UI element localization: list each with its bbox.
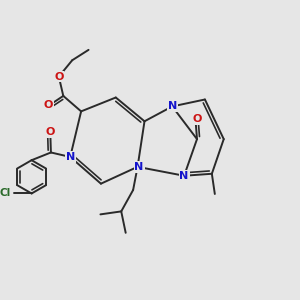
Text: N: N: [179, 171, 189, 181]
Text: O: O: [54, 72, 64, 82]
Text: O: O: [44, 100, 53, 110]
Text: N: N: [134, 162, 144, 172]
Text: N: N: [66, 152, 75, 162]
Text: Cl: Cl: [0, 188, 11, 199]
Text: O: O: [46, 127, 55, 137]
Text: N: N: [168, 101, 177, 111]
Text: O: O: [192, 114, 202, 124]
